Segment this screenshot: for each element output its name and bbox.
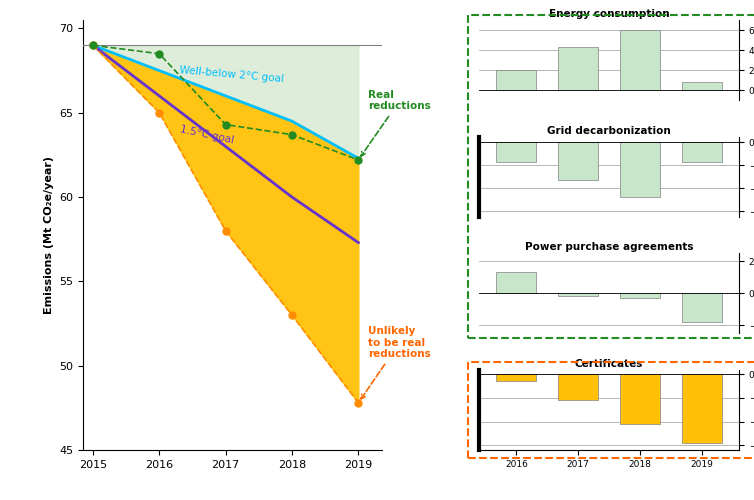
Bar [496, 142, 536, 163]
Bar [682, 82, 722, 90]
Text: Well-below 2°C goal: Well-below 2°C goal [179, 66, 284, 84]
Bar [682, 294, 722, 322]
Title: Certificates: Certificates [575, 359, 643, 369]
Bar [496, 70, 536, 90]
Bar [682, 142, 722, 163]
Bar [558, 142, 598, 180]
Bar [682, 374, 722, 443]
Title: Grid decarbonization: Grid decarbonization [547, 126, 671, 136]
Title: Power purchase agreements: Power purchase agreements [525, 242, 694, 252]
Bar [620, 374, 660, 424]
Y-axis label: Emissions (Mt CO₂e/year): Emissions (Mt CO₂e/year) [44, 156, 54, 314]
Bar [620, 30, 660, 90]
Bar [620, 142, 660, 197]
Title: Energy consumption: Energy consumption [549, 9, 670, 19]
Text: 1.5°C goal: 1.5°C goal [179, 124, 235, 145]
Bar [496, 272, 536, 293]
Bar [558, 47, 598, 90]
Text: Unlikely
to be real
reductions: Unlikely to be real reductions [361, 326, 431, 399]
Bar [558, 374, 598, 400]
Bar [558, 294, 598, 296]
Bar [496, 374, 536, 382]
Text: Real
reductions: Real reductions [361, 90, 431, 156]
Bar [620, 294, 660, 298]
